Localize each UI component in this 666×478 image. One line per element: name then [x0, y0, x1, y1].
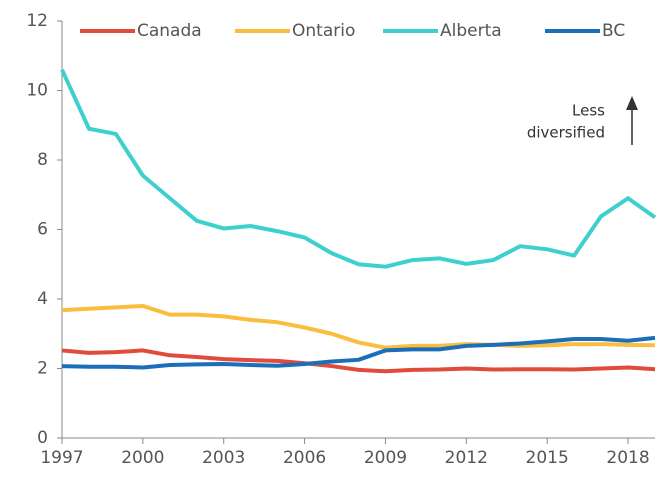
- y-tick-label: 2: [37, 359, 48, 379]
- arrow-head: [626, 96, 638, 110]
- legend-label: Ontario: [292, 21, 355, 41]
- x-tick-label: 2009: [364, 448, 407, 468]
- legend-label: BC: [602, 21, 625, 41]
- series-line: [61, 335, 656, 370]
- legend-label: Canada: [137, 21, 202, 41]
- x-tick-label: 2000: [121, 448, 164, 468]
- annotation: diversified: [527, 124, 605, 142]
- x-tick-label: 2003: [202, 448, 245, 468]
- x-tick-label: 2006: [283, 448, 326, 468]
- legend-label: Alberta: [440, 21, 502, 41]
- annotation: Less: [572, 102, 605, 120]
- y-tick-label: 6: [37, 220, 48, 240]
- x-tick-label: 2015: [526, 448, 569, 468]
- y-tick-label: 4: [37, 289, 48, 309]
- series-line: [61, 348, 656, 374]
- series-line: [60, 68, 657, 269]
- series-line: [61, 303, 656, 350]
- x-tick-label: 2012: [445, 448, 488, 468]
- y-tick-label: 0: [37, 428, 48, 448]
- x-tick-label: 1997: [40, 448, 83, 468]
- y-tick-label: 12: [26, 11, 48, 31]
- y-tick-label: 10: [26, 81, 48, 101]
- y-tick-label: 8: [37, 150, 48, 170]
- x-tick-label: 2018: [606, 448, 649, 468]
